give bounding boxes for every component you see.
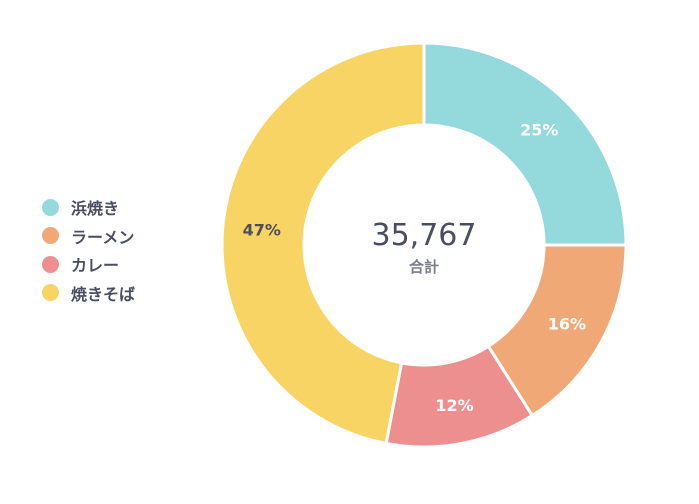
donut-slices: [220, 41, 628, 449]
donut-slice: [422, 41, 628, 247]
legend-swatch: [42, 198, 59, 216]
slice-value-label: 25%: [520, 121, 558, 140]
center-total: 35,767: [372, 218, 477, 253]
legend-label: カレー: [71, 256, 120, 276]
legend: 浜焼き ラーメン カレー 焼きそば: [42, 193, 135, 307]
slice-value-label: 12%: [435, 396, 473, 415]
legend-item: カレー: [42, 250, 135, 279]
slice-labels: 25% 16% 12% 47%: [243, 121, 586, 415]
legend-swatch: [42, 284, 59, 302]
legend-label: 焼きそば: [71, 284, 136, 304]
legend-item: 浜焼き: [42, 193, 135, 222]
slice-value-label: 16%: [548, 315, 586, 334]
legend-item: 焼きそば: [42, 279, 135, 308]
legend-swatch: [42, 255, 59, 273]
center-caption: 合計: [408, 258, 439, 276]
legend-label: ラーメン: [71, 227, 135, 247]
legend-label: 浜焼き: [71, 199, 120, 219]
donut-slice: [220, 41, 426, 446]
slice-value-label: 47%: [243, 221, 281, 240]
legend-item: ラーメン: [42, 222, 135, 251]
legend-swatch: [42, 227, 59, 245]
